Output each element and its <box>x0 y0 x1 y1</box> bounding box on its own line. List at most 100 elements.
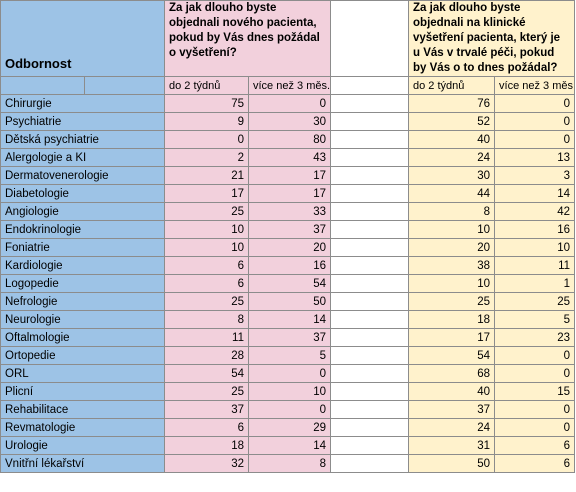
table-row: Ortopedie 28 5 54 0 <box>0 346 576 365</box>
group1-vicenez3mes-cell: 8 <box>247 454 332 473</box>
odbornost-subheader-right <box>84 76 165 95</box>
group1-do2tydnu-cell: 28 <box>164 346 249 365</box>
spacer-cell <box>330 400 410 419</box>
group1-vicenez3mes-cell: 14 <box>247 310 332 329</box>
spacer-cell <box>330 220 410 239</box>
group2-vicenez3mes-cell: 42 <box>494 202 576 221</box>
table-row: Neurologie 8 14 18 5 <box>0 310 576 329</box>
spacer-cell <box>330 292 410 311</box>
group2-do2tydnu-cell: 37 <box>408 400 496 419</box>
table-row: Dermatovenerologie 21 17 30 3 <box>0 166 576 185</box>
odbornost-header: Odbornost <box>0 0 165 77</box>
spacer-cell <box>330 418 410 437</box>
group1-vicenez3mes-cell: 37 <box>247 220 332 239</box>
table-row: Logopedie 6 54 10 1 <box>0 274 576 293</box>
header-row: Odbornost Za jak dlouho byste objednali … <box>0 0 576 77</box>
spacer-cell <box>330 130 410 149</box>
spacer-cell <box>330 94 410 113</box>
group1-vicenez3mes-cell: 33 <box>247 202 332 221</box>
odbornost-cell: Psychiatrie <box>0 112 165 131</box>
group2-question: Za jak dlouho byste objednali na klinick… <box>413 2 561 74</box>
data-table: Odbornost Za jak dlouho byste objednali … <box>0 0 576 473</box>
group1-sub-col2: více než 3 měs. <box>247 76 332 95</box>
spacer-header <box>330 0 410 77</box>
group2-vicenez3mes-cell: 14 <box>494 184 576 203</box>
table-row: Angiologie 25 33 8 42 <box>0 202 576 221</box>
group2-vicenez3mes-cell: 0 <box>494 130 576 149</box>
group1-do2tydnu-cell: 37 <box>164 400 249 419</box>
group2-do2tydnu-cell: 50 <box>408 454 496 473</box>
group1-do2tydnu-cell: 9 <box>164 112 249 131</box>
group2-vicenez3mes-cell: 15 <box>494 382 576 401</box>
odbornost-cell: Oftalmologie <box>0 328 165 347</box>
odbornost-cell: Endokrinologie <box>0 220 165 239</box>
group2-do2tydnu-cell: 24 <box>408 148 496 167</box>
group2-vicenez3mes-cell: 11 <box>494 256 576 275</box>
group1-do2tydnu-cell: 6 <box>164 274 249 293</box>
group1-do2tydnu-cell: 54 <box>164 364 249 383</box>
group1-question: Za jak dlouho byste objednali nového pac… <box>169 2 320 59</box>
group1-do2tydnu-cell: 17 <box>164 184 249 203</box>
group2-do2tydnu-cell: 44 <box>408 184 496 203</box>
group1-do2tydnu-cell: 21 <box>164 166 249 185</box>
table-row: Psychiatrie 9 30 52 0 <box>0 112 576 131</box>
odbornost-cell: Rehabilitace <box>0 400 165 419</box>
group2-do2tydnu-cell: 52 <box>408 112 496 131</box>
group2-vicenez3mes-cell: 6 <box>494 454 576 473</box>
group1-do2tydnu-cell: 18 <box>164 436 249 455</box>
odbornost-cell: Urologie <box>0 436 165 455</box>
group2-do2tydnu-cell: 8 <box>408 202 496 221</box>
group2-vicenez3mes-cell: 13 <box>494 148 576 167</box>
group2-vicenez3mes-cell: 0 <box>494 364 576 383</box>
group1-sub-col1: do 2 týdnů <box>164 76 249 95</box>
odbornost-cell: Diabetologie <box>0 184 165 203</box>
group1-do2tydnu-cell: 75 <box>164 94 249 113</box>
odbornost-cell: Foniatrie <box>0 238 165 257</box>
odbornost-cell: Nefrologie <box>0 292 165 311</box>
group1-do2tydnu-cell: 10 <box>164 238 249 257</box>
spacer-cell <box>330 364 410 383</box>
spacer-cell <box>330 454 410 473</box>
spacer-cell <box>330 112 410 131</box>
table-row: Foniatrie 10 20 20 10 <box>0 238 576 257</box>
group2-do2tydnu-cell: 31 <box>408 436 496 455</box>
table-row: Diabetologie 17 17 44 14 <box>0 184 576 203</box>
table-row: Plicní 25 10 40 15 <box>0 382 576 401</box>
group2-vicenez3mes-cell: 3 <box>494 166 576 185</box>
group1-do2tydnu-cell: 10 <box>164 220 249 239</box>
group2-do2tydnu-cell: 17 <box>408 328 496 347</box>
group1-do2tydnu-cell: 2 <box>164 148 249 167</box>
odbornost-cell: Kardiologie <box>0 256 165 275</box>
group1-do2tydnu-cell: 25 <box>164 202 249 221</box>
spacer-cell <box>330 310 410 329</box>
spacer-cell <box>330 382 410 401</box>
group2-vicenez3mes-cell: 0 <box>494 94 576 113</box>
group2-vicenez3mes-cell: 6 <box>494 436 576 455</box>
spacer-cell <box>330 328 410 347</box>
group2-do2tydnu-cell: 10 <box>408 274 496 293</box>
group2-do2tydnu-cell: 40 <box>408 130 496 149</box>
group2-vicenez3mes-cell: 0 <box>494 400 576 419</box>
group2-vicenez3mes-cell: 16 <box>494 220 576 239</box>
group1-do2tydnu-cell: 25 <box>164 382 249 401</box>
group1-do2tydnu-cell: 6 <box>164 418 249 437</box>
spacer-cell <box>330 238 410 257</box>
group1-vicenez3mes-cell: 50 <box>247 292 332 311</box>
group2-do2tydnu-cell: 38 <box>408 256 496 275</box>
group1-vicenez3mes-cell: 43 <box>247 148 332 167</box>
odbornost-cell: Angiologie <box>0 202 165 221</box>
spacer-cell <box>330 436 410 455</box>
group1-do2tydnu-cell: 32 <box>164 454 249 473</box>
group2-sub-col1: do 2 týdnů <box>408 76 496 95</box>
group2-question-header: Za jak dlouho byste objednali na klinick… <box>408 0 576 77</box>
odbornost-cell: Alergologie a KI <box>0 148 165 167</box>
odbornost-cell: Chirurgie <box>0 94 165 113</box>
table-row: ORL 54 0 68 0 <box>0 364 576 383</box>
table-row: Alergologie a KI 2 43 24 13 <box>0 148 576 167</box>
odbornost-cell: Dermatovenerologie <box>0 166 165 185</box>
group1-question-header: Za jak dlouho byste objednali nového pac… <box>163 0 332 77</box>
table-row: Kardiologie 6 16 38 11 <box>0 256 576 275</box>
group2-do2tydnu-cell: 24 <box>408 418 496 437</box>
odbornost-cell: Vnitřní lékařství <box>0 454 165 473</box>
group1-do2tydnu-cell: 25 <box>164 292 249 311</box>
